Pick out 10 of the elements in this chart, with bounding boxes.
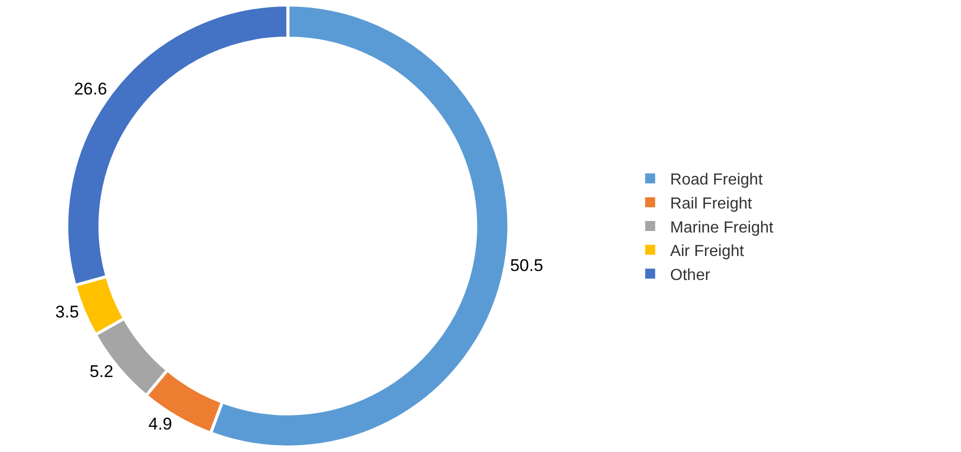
data-label: 4.9 [148, 414, 172, 434]
data-label: 5.2 [90, 362, 114, 381]
data-label: 3.5 [55, 302, 79, 322]
data-label: 26.6 [74, 79, 108, 98]
legend-label: Marine Freight [670, 219, 774, 236]
data-label: 50.5 [510, 256, 544, 276]
legend-label: Rail Freight [670, 195, 753, 212]
legend-label: Air Freight [670, 243, 745, 260]
legend-label: Other [670, 266, 711, 284]
legend-label: Road Freight [670, 172, 764, 189]
